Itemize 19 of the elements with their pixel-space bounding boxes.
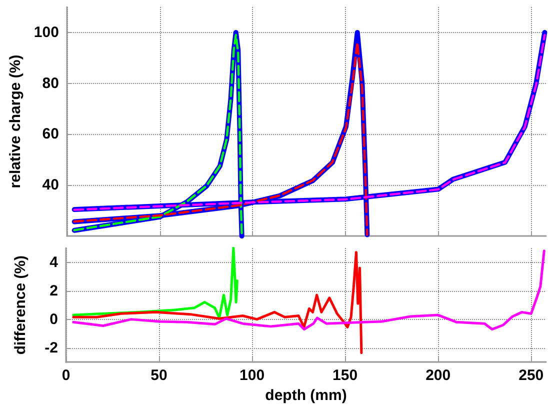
y-tick-label: 40 <box>42 176 59 194</box>
y-axis-title: difference (%) <box>12 255 29 355</box>
x-tick-label: 150 <box>332 367 358 384</box>
y-tick-label: 2 <box>50 282 58 300</box>
line-series <box>72 251 363 354</box>
x-axis-title: depth (mm) <box>265 387 347 404</box>
x-tick-label: 100 <box>240 367 265 384</box>
line-series <box>72 250 546 331</box>
y-tick-label: 100 <box>34 24 59 41</box>
y-tick-label: 60 <box>42 126 59 143</box>
y-tick-label: 0 <box>50 310 58 328</box>
x-tick-label: 50 <box>150 367 168 384</box>
y-tick-label: -2 <box>44 339 58 356</box>
y-tick-label: 4 <box>50 254 59 271</box>
x-tick-label: 0 <box>62 367 70 384</box>
x-tick-label: 200 <box>426 367 451 384</box>
y-tick-label: 80 <box>42 74 59 92</box>
y-axis-title: relative charge (%) <box>7 54 24 188</box>
x-tick-label: 250 <box>518 367 544 384</box>
